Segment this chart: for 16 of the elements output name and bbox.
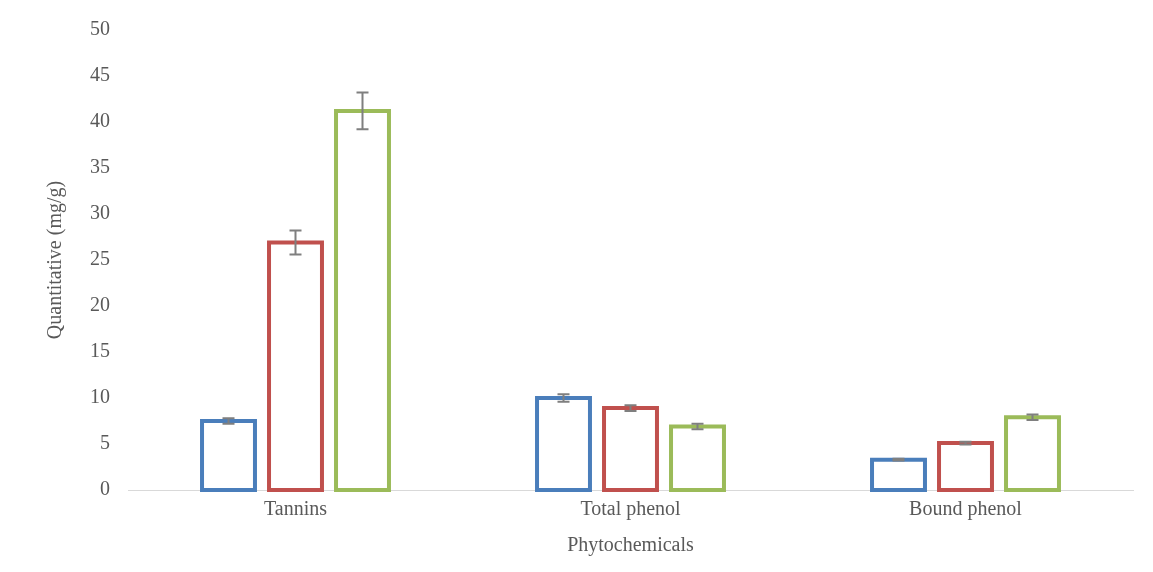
y-axis-title: Quantitative (mg/g) — [43, 180, 67, 340]
y-tick-label: 25 — [90, 247, 110, 270]
y-tick-label: 5 — [100, 431, 110, 454]
y-tick-label: 45 — [90, 63, 110, 86]
y-tick-label: 35 — [90, 155, 110, 178]
x-axis-title: Phytochemicals — [567, 533, 695, 557]
y-tick-label: 40 — [90, 109, 110, 132]
y-tick-label: 20 — [90, 293, 110, 316]
y-tick-label: 10 — [90, 385, 110, 408]
x-tick-label: Tannins — [263, 497, 328, 520]
y-tick-label: 30 — [90, 201, 110, 224]
y-tick-label: 0 — [100, 477, 110, 500]
y-tick-label: 15 — [90, 339, 110, 362]
y-tick-label: 50 — [90, 17, 110, 40]
x-tick-label: Bound phenol — [909, 497, 1023, 521]
x-tick-label: Total phenol — [580, 497, 682, 521]
